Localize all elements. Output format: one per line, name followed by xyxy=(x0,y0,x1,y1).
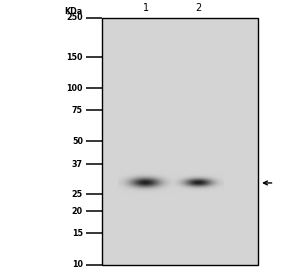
Text: 50: 50 xyxy=(72,137,83,146)
Text: 75: 75 xyxy=(72,106,83,115)
Text: 20: 20 xyxy=(72,207,83,216)
Text: KDa: KDa xyxy=(65,7,83,16)
Text: 250: 250 xyxy=(66,13,83,22)
Text: 37: 37 xyxy=(72,160,83,169)
Text: 25: 25 xyxy=(72,190,83,199)
Text: 100: 100 xyxy=(67,84,83,93)
Text: 15: 15 xyxy=(72,229,83,238)
Text: 10: 10 xyxy=(72,260,83,269)
Bar xyxy=(102,18,258,265)
Text: 1: 1 xyxy=(143,3,149,13)
Text: 150: 150 xyxy=(67,53,83,62)
Text: 2: 2 xyxy=(196,3,202,13)
